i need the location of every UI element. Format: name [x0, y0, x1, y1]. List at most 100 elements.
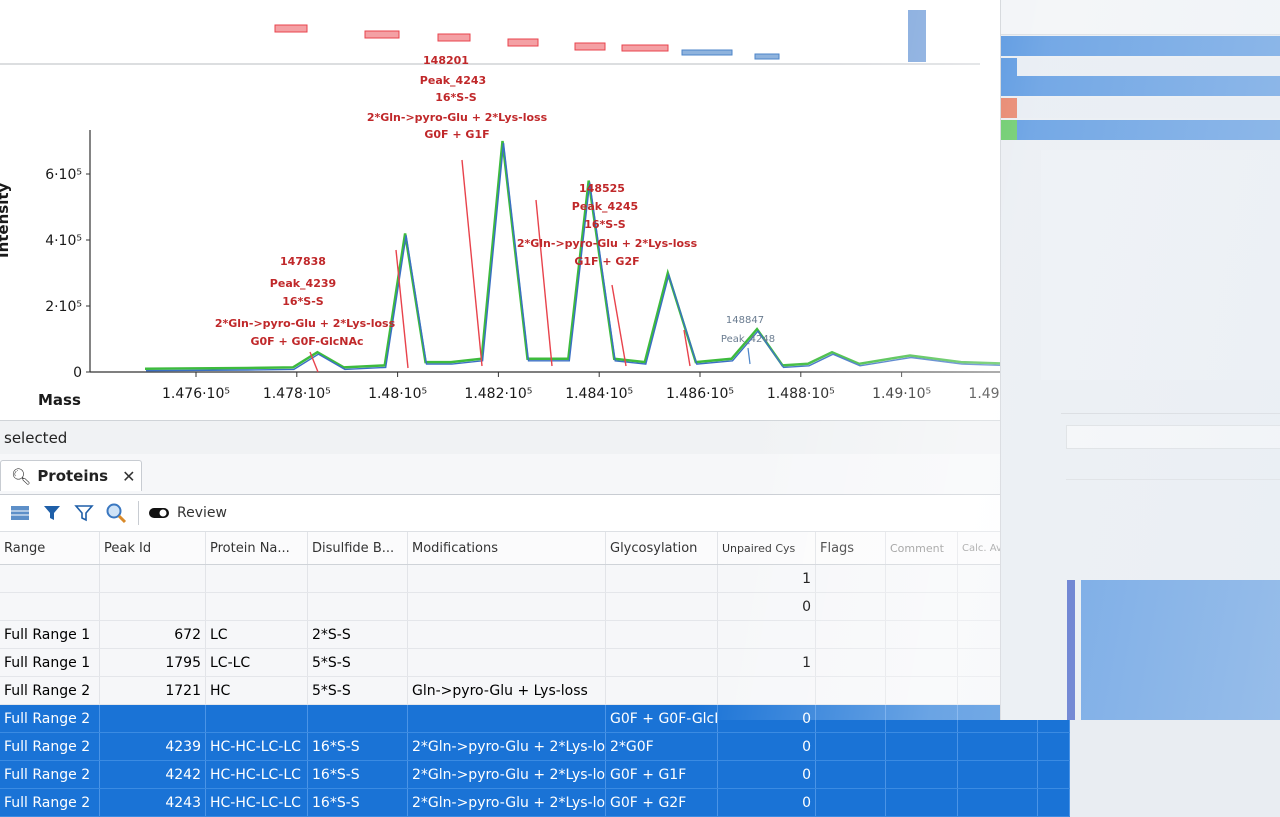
range-marker[interactable]: [437, 33, 471, 42]
table-view-button[interactable]: [8, 501, 32, 525]
svg-text:2*Gln->pyro-Glu + 2*Lys-loss: 2*Gln->pyro-Glu + 2*Lys-loss: [367, 111, 548, 124]
table-row[interactable]: 122223: [0, 565, 1070, 593]
y-tick-label: 2·10⁵: [45, 299, 82, 315]
table-row[interactable]: Full Range 2 4243 HC-HC-LC-LC 16*S-S 2*Gln->…: [0, 789, 1070, 817]
column-header[interactable]: Glycosylation: [606, 532, 718, 564]
table-row[interactable]: Full Range 2 G0F + G0F-GlcNAc0: [0, 705, 1070, 733]
table-row[interactable]: Full Range 2 4239 HC-HC-LC-LC 16*S-S 2*Gln->…: [0, 733, 1070, 761]
range-marker[interactable]: [754, 53, 780, 60]
table-cell: 16*S-S: [308, 789, 408, 816]
svg-text:2*Gln->pyro-Glu + 2*Lys-loss: 2*Gln->pyro-Glu + 2*Lys-loss: [517, 237, 698, 250]
table-cell: [100, 565, 206, 592]
side-list-item[interactable]: [1001, 76, 1280, 96]
range-marker[interactable]: [574, 42, 606, 51]
column-header[interactable]: Unpaired Cys: [718, 532, 816, 564]
x-tick-label: 1.478·10⁵: [263, 386, 331, 402]
range-marker[interactable]: [364, 30, 400, 39]
status-bar: selected: [0, 420, 1060, 455]
column-header[interactable]: Comment: [886, 532, 958, 564]
side-list-item[interactable]: [1001, 120, 1280, 140]
column-header[interactable]: Peak Id: [100, 532, 206, 564]
table-cell: [816, 677, 886, 704]
table-cell: [606, 565, 718, 592]
peak-annotation-148525[interactable]: 148525 Peak_4245 16*S-S 2*Gln->pyro-Glu …: [517, 182, 698, 268]
svg-text:Peak_4248: Peak_4248: [721, 334, 775, 345]
table-row[interactable]: Full Range 1 1795 LC-LC 5*S-S 1: [0, 649, 1070, 677]
table-cell: 0: [718, 593, 816, 620]
side-panel-header: [1001, 0, 1280, 35]
table-cell: HC-HC-LC-LC: [206, 761, 308, 788]
side-panel-empty-area: [1041, 150, 1280, 380]
peak-annotation-148847[interactable]: 148847 Peak_4248: [721, 315, 775, 345]
table-cell: [958, 761, 1038, 788]
proteins-panel: 🔍︎ Proteins ✕ Review Range Peak Id Prote…: [0, 454, 1070, 817]
table-cell: [958, 789, 1038, 816]
table-cell: LC-LC: [206, 649, 308, 676]
x-tick-label: 1.476·10⁵: [162, 386, 230, 402]
peak-annotation-147838[interactable]: 147838 Peak_4239 16*S-S 2*Gln->pyro-Glu …: [215, 255, 396, 348]
y-tick-label: 4·10⁵: [45, 233, 82, 249]
clear-filter-button[interactable]: [72, 501, 96, 525]
table-cell: Gln->pyro-Glu + Lys-loss: [408, 677, 606, 704]
table-cell: Full Range 2: [0, 761, 100, 788]
table-cell: Full Range 1: [0, 649, 100, 676]
table-cell: 0: [718, 705, 816, 732]
review-toggle[interactable]: [147, 501, 171, 525]
table-body: 122223046246Full Range 1672LC2*S-S46453F…: [0, 565, 1070, 817]
range-marker[interactable]: [621, 44, 669, 52]
side-panel-tab[interactable]: [1066, 425, 1280, 449]
table-cell: 2*G0F: [606, 733, 718, 760]
column-header[interactable]: Flags: [816, 532, 886, 564]
svg-text:Peak_4245: Peak_4245: [572, 200, 638, 213]
table-row[interactable]: 046246: [0, 593, 1070, 621]
side-table-scroll-indicator[interactable]: [1067, 580, 1075, 720]
table-cell: 2*Gln->pyro-Glu + 2*Lys-loss: [408, 761, 606, 788]
range-marker[interactable]: [681, 49, 733, 56]
side-list-item[interactable]: [1001, 58, 1280, 78]
table-cell: [718, 621, 816, 648]
table-cell: 16*S-S: [308, 733, 408, 760]
table-cell: 1: [718, 565, 816, 592]
table-cell: [1038, 733, 1070, 760]
side-table-selected-rows[interactable]: [1081, 580, 1280, 720]
table-cell: 1: [718, 649, 816, 676]
side-list-item[interactable]: [1001, 98, 1280, 118]
table-cell: [606, 649, 718, 676]
peak-annotation-148201[interactable]: 148201 Peak_4243 16*S-S 2*Gln->pyro-Glu …: [367, 54, 548, 141]
side-list-item[interactable]: [1001, 36, 1280, 56]
range-marker[interactable]: [274, 24, 308, 33]
svg-text:G0F + G0F-GlcNAc: G0F + G0F-GlcNAc: [250, 335, 363, 348]
table-row[interactable]: Full Range 2 1721 HC 5*S-S Gln->pyro-Glu + L…: [0, 677, 1070, 705]
range-marker-selected[interactable]: [908, 10, 926, 62]
table-cell: [958, 733, 1038, 760]
table-cell: [816, 649, 886, 676]
close-icon[interactable]: ✕: [122, 466, 136, 486]
table-cell: [816, 789, 886, 816]
table-cell: [816, 593, 886, 620]
table-cell: [816, 621, 886, 648]
column-header[interactable]: Protein Na...: [206, 532, 308, 564]
table-cell: [206, 593, 308, 620]
table-cell: [308, 593, 408, 620]
column-header[interactable]: Range: [0, 532, 100, 564]
table-cell: 5*S-S: [308, 649, 408, 676]
find-button[interactable]: [104, 501, 128, 525]
table-cell: 2*Gln->pyro-Glu + 2*Lys-loss: [408, 733, 606, 760]
range-marker[interactable]: [507, 38, 539, 47]
tab-proteins[interactable]: 🔍︎ Proteins ✕: [0, 460, 142, 491]
table-cell: HC-HC-LC-LC: [206, 789, 308, 816]
proteins-toolbar: Review: [0, 494, 1070, 532]
side-panel-section-header: [1061, 395, 1280, 414]
table-cell: [886, 677, 958, 704]
toggle-icon: [149, 508, 169, 518]
table-cell: [886, 649, 958, 676]
column-header[interactable]: Disulfide B...: [308, 532, 408, 564]
table-row[interactable]: Full Range 2 4242 HC-HC-LC-LC 16*S-S 2*Gln->…: [0, 761, 1070, 789]
table-cell: [100, 593, 206, 620]
svg-text:Peak_4243: Peak_4243: [420, 74, 486, 87]
table-cell: 5*S-S: [308, 677, 408, 704]
column-header[interactable]: Modifications: [408, 532, 606, 564]
filter-button[interactable]: [40, 501, 64, 525]
toolbar-separator: [138, 501, 139, 525]
